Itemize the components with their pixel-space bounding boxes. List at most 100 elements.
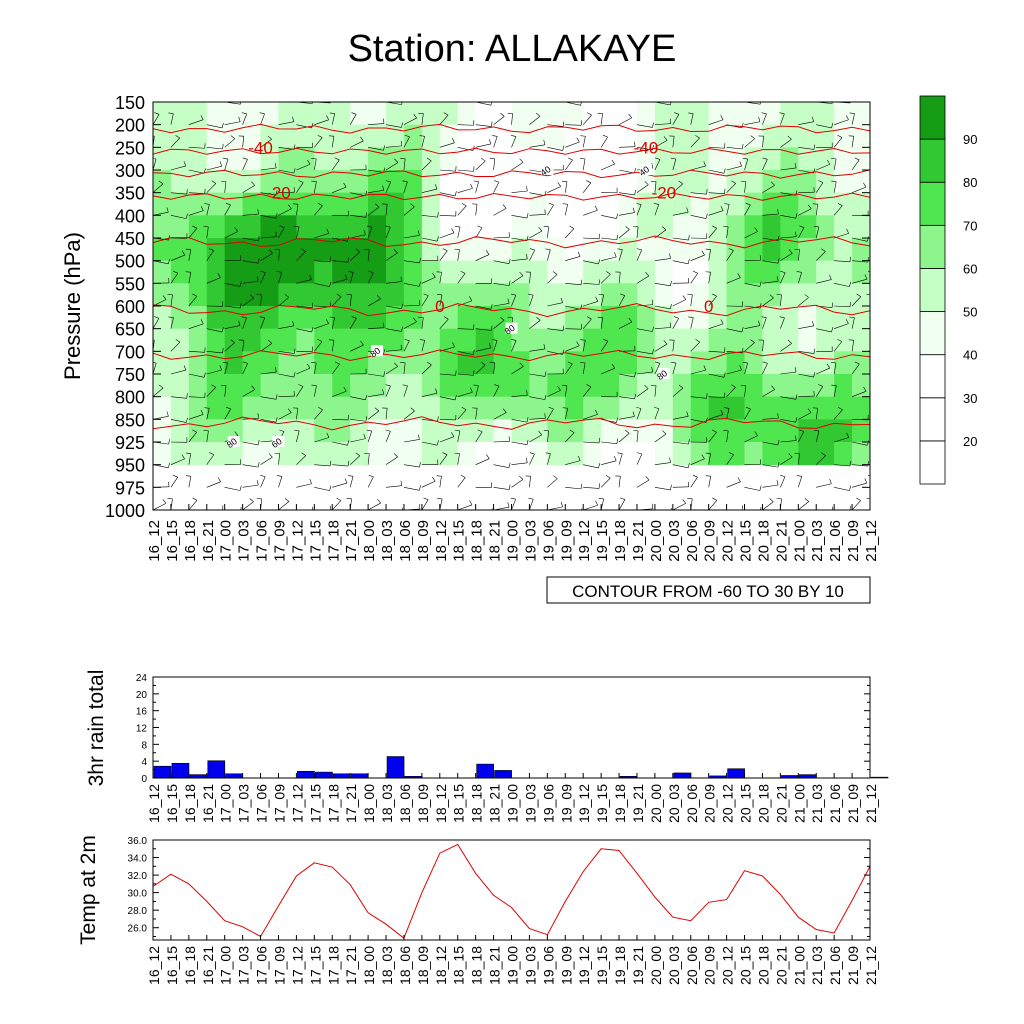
wind-barb-feather bbox=[669, 457, 671, 463]
rain-bar bbox=[870, 776, 889, 779]
rh-cell bbox=[332, 170, 351, 194]
rh-contour-label-bg bbox=[415, 0, 428, 11]
wind-barb bbox=[780, 113, 785, 125]
rh-cell bbox=[206, 442, 226, 466]
x-tick-label: 20_21 bbox=[773, 946, 789, 985]
wind-barb bbox=[206, 408, 210, 420]
rh-cell bbox=[654, 192, 674, 216]
wind-barb bbox=[564, 204, 568, 216]
rh-contour-label: 80 bbox=[381, 0, 391, 2]
rh-cell bbox=[188, 192, 208, 216]
wind-barb bbox=[439, 169, 456, 172]
wind-barb bbox=[762, 389, 775, 397]
wind-barb bbox=[565, 363, 573, 375]
rh-cell bbox=[816, 374, 835, 398]
wind-barb bbox=[493, 116, 505, 125]
wind-barb bbox=[224, 121, 241, 125]
wind-barb bbox=[780, 476, 786, 488]
wind-barb-feather bbox=[454, 430, 460, 432]
x-tick-label: 20_03 bbox=[666, 520, 683, 562]
rh-cell bbox=[224, 374, 244, 398]
rh-cell bbox=[314, 306, 333, 330]
wind-barb bbox=[403, 158, 406, 171]
rh-cell bbox=[296, 283, 315, 307]
rh-cell bbox=[690, 192, 710, 216]
wind-barb bbox=[618, 272, 621, 284]
wind-barb-feather bbox=[695, 135, 700, 139]
wind-barb bbox=[242, 237, 259, 242]
wind-barb-feather bbox=[309, 478, 312, 484]
rh-cell bbox=[386, 170, 405, 194]
rh-cell bbox=[744, 283, 764, 307]
rh-cell bbox=[260, 238, 280, 262]
wind-barb-feather bbox=[329, 316, 335, 318]
wind-barb bbox=[547, 124, 564, 127]
rh-contour-label-bg bbox=[254, 0, 267, 11]
wind-barb bbox=[332, 237, 348, 242]
wind-barb-feather bbox=[460, 270, 466, 274]
wind-barb-feather bbox=[508, 258, 511, 264]
rh-cell bbox=[170, 328, 190, 352]
rh-cell bbox=[619, 170, 638, 194]
wind-barb bbox=[529, 272, 531, 284]
wind-barb-feather bbox=[318, 407, 323, 411]
wind-barb bbox=[780, 167, 797, 171]
wind-barb bbox=[583, 441, 600, 444]
wind-barb bbox=[529, 348, 546, 352]
wind-barb bbox=[798, 453, 800, 465]
wind-barb-feather bbox=[526, 390, 528, 396]
wind-barb-feather bbox=[401, 507, 403, 510]
wind-barb bbox=[224, 408, 231, 420]
rh-cell bbox=[224, 102, 244, 126]
rh-cell bbox=[654, 102, 674, 126]
y-tick-label: 26.0 bbox=[128, 924, 148, 935]
wind-barb-feather bbox=[287, 408, 292, 413]
x-tick-label: 17_18 bbox=[325, 946, 341, 985]
x-tick-label: 20_15 bbox=[738, 946, 754, 985]
wind-barb bbox=[439, 215, 456, 217]
rh-cell bbox=[493, 192, 513, 216]
wind-barbs bbox=[153, 102, 876, 510]
wind-barb bbox=[403, 181, 408, 193]
rh-contour-label: 80 bbox=[655, 368, 669, 382]
wind-barb-feather bbox=[240, 303, 242, 309]
wind-barb bbox=[332, 390, 347, 397]
x-tick-label: 19_06 bbox=[540, 946, 556, 985]
rh-cell bbox=[170, 374, 190, 398]
wind-barb-feather bbox=[526, 186, 528, 192]
wind-barb bbox=[672, 299, 687, 307]
wind-barb-feather bbox=[762, 361, 768, 364]
wind-barb bbox=[798, 325, 814, 329]
wind-barb-feather bbox=[794, 162, 797, 168]
rh-cell bbox=[816, 442, 835, 466]
wind-barb bbox=[188, 500, 198, 510]
wind-barb bbox=[636, 249, 642, 261]
wind-barb-feather bbox=[298, 180, 304, 183]
wind-barb-feather bbox=[301, 248, 306, 252]
rh-cell bbox=[529, 192, 548, 216]
wind-barb bbox=[816, 328, 832, 333]
rh-cell bbox=[457, 442, 477, 466]
wind-barb bbox=[188, 323, 204, 329]
rh-cell bbox=[798, 192, 817, 216]
wind-barb-feather bbox=[871, 113, 876, 115]
rh-cell bbox=[816, 124, 835, 148]
wind-barb-feather bbox=[724, 203, 730, 205]
wind-barb-feather bbox=[275, 231, 277, 237]
rh-cell bbox=[565, 170, 584, 194]
wind-barb bbox=[600, 136, 608, 148]
wind-barb bbox=[601, 460, 617, 465]
rh-cell bbox=[690, 147, 710, 171]
wind-barb-feather bbox=[417, 230, 420, 236]
wind-barb-feather bbox=[452, 138, 455, 143]
rh-cell bbox=[619, 238, 638, 262]
wind-barb bbox=[654, 363, 661, 375]
wind-barb bbox=[744, 181, 747, 193]
rh-cell bbox=[439, 328, 459, 352]
wind-barb bbox=[834, 464, 851, 467]
rh-cell bbox=[386, 215, 405, 239]
wind-barb-feather bbox=[491, 325, 493, 331]
wind-barb bbox=[547, 226, 550, 239]
wind-barb bbox=[726, 351, 743, 354]
wind-barb-feather bbox=[567, 157, 573, 161]
